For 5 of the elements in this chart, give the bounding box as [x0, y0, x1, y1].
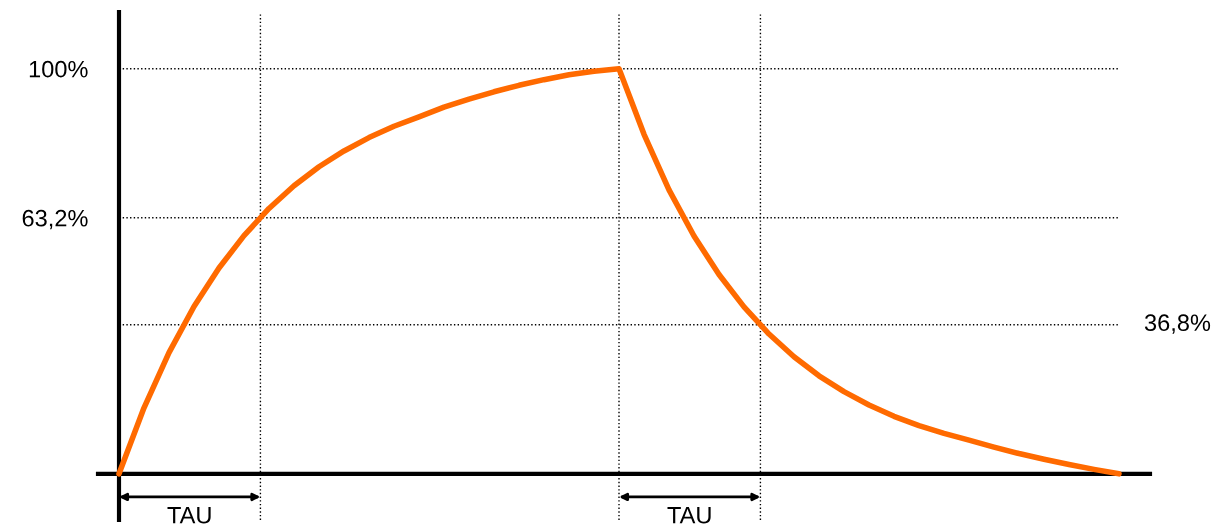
annotation: TAU: [667, 507, 711, 524]
annotation: TAU: [167, 507, 211, 524]
y-tick-label: 63,2%: [22, 209, 88, 230]
ref-line-label: 36,8%: [1144, 314, 1211, 334]
y-tick-label: 100%: [29, 60, 88, 78]
